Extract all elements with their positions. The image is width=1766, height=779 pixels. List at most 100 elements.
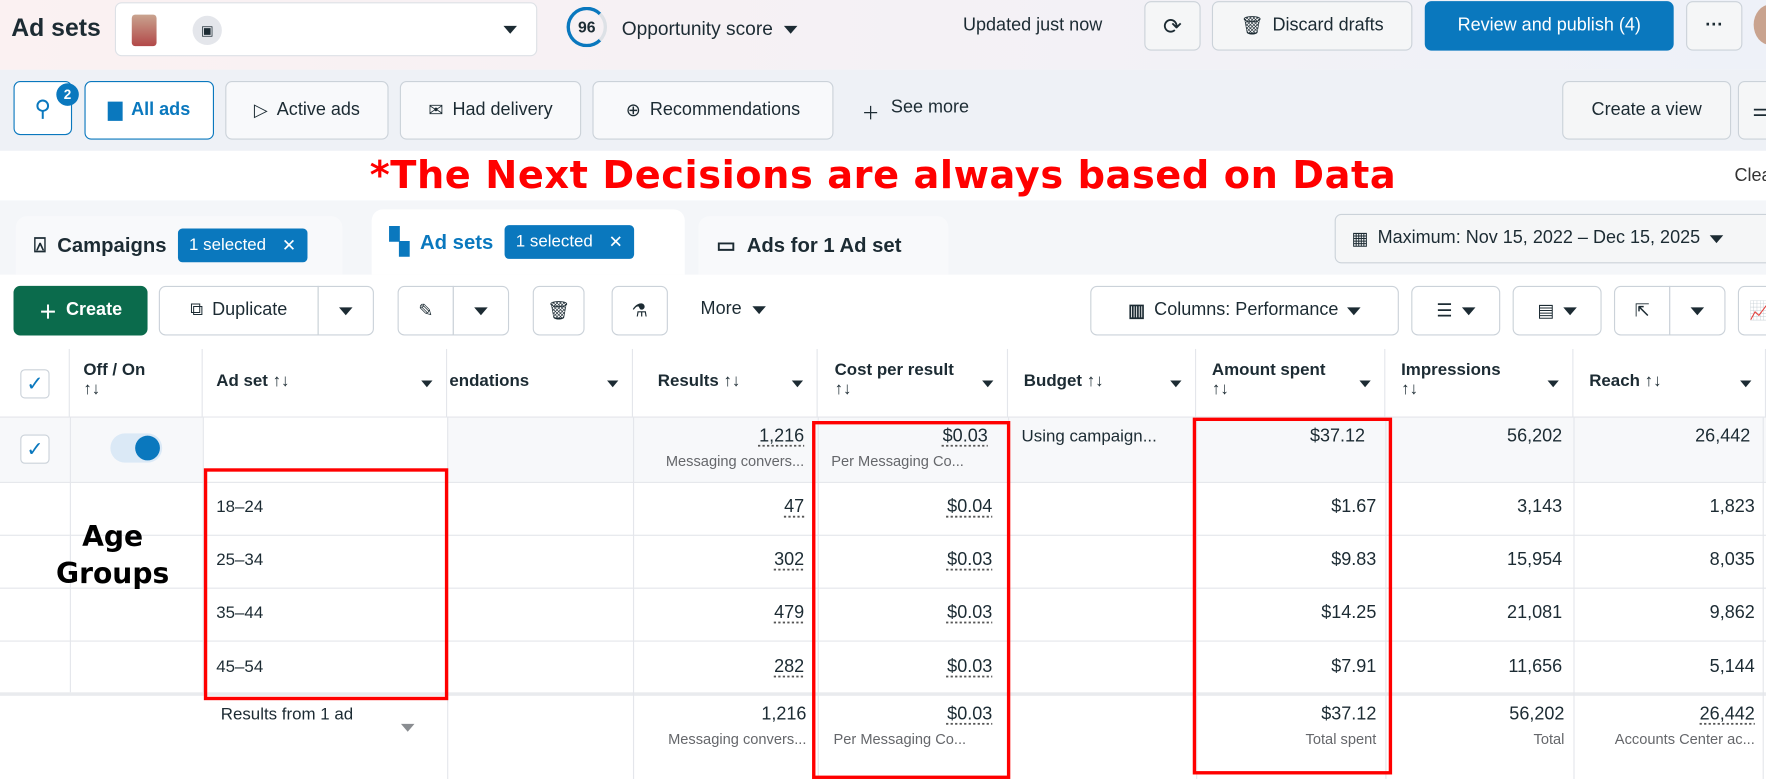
- reports-button[interactable]: ▤: [1512, 285, 1602, 336]
- duplicate-dropdown[interactable]: [317, 285, 374, 336]
- see-more-label: See more: [890, 97, 970, 118]
- filter-had-delivery[interactable]: ✉ Had delivery: [399, 81, 582, 140]
- banner-text: *The Next Decisions are always based on …: [369, 153, 1397, 199]
- cost-value[interactable]: $0.03: [947, 657, 993, 677]
- results-value[interactable]: 302: [774, 550, 805, 570]
- filter-recommendations[interactable]: ⊕ Recommendations: [592, 81, 834, 140]
- row-checkbox[interactable]: ✓: [20, 434, 50, 464]
- tab-campaigns[interactable]: ⍓ Campaigns 1 selected ✕: [15, 216, 343, 275]
- duplicate-button[interactable]: ⧉ Duplicate: [158, 285, 319, 336]
- create-view-button[interactable]: Create a view: [1562, 81, 1732, 140]
- sort-icon[interactable]: ↑↓: [723, 371, 741, 391]
- create-button[interactable]: ＋ Create: [13, 285, 148, 336]
- filter-settings-button[interactable]: ⚌: [1737, 81, 1766, 140]
- delete-button[interactable]: 🗑: [532, 285, 585, 336]
- chevron-down-icon[interactable]: [1740, 380, 1752, 388]
- col-results[interactable]: Results ↑↓: [633, 348, 818, 417]
- chevron-down-icon[interactable]: [607, 380, 619, 388]
- filter-all-ads[interactable]: ▇ All ads: [84, 81, 214, 140]
- chevron-down-icon[interactable]: [982, 380, 994, 388]
- opportunity-score-button[interactable]: Opportunity score: [622, 18, 798, 41]
- annotation-banner: *The Next Decisions are always based on …: [0, 150, 1766, 201]
- col-label: endations: [449, 371, 530, 391]
- filter-active-ads[interactable]: ▷ Active ads: [225, 81, 389, 140]
- cost-value[interactable]: $0.03: [942, 426, 988, 446]
- sort-icon[interactable]: ↑↓: [1401, 379, 1419, 399]
- select-all-checkbox[interactable]: ✓: [20, 369, 50, 399]
- edit-dropdown[interactable]: [452, 285, 510, 336]
- sort-icon[interactable]: ↑↓: [1086, 371, 1104, 391]
- top-bar: Ad sets ▣ 96 Opportunity score Updated j…: [0, 0, 1766, 70]
- review-publish-button[interactable]: Review and publish (4): [1424, 1, 1674, 51]
- columns-label: Columns: Performance: [1154, 300, 1339, 320]
- breakdown-button[interactable]: ☰: [1411, 285, 1501, 336]
- cost-value[interactable]: $0.03: [947, 704, 993, 724]
- tab-ads[interactable]: ▭ Ads for 1 Ad set: [698, 216, 949, 275]
- col-label: Amount spent: [1211, 360, 1326, 380]
- col-ad-set[interactable]: Ad set ↑↓: [203, 348, 448, 417]
- results-value[interactable]: 1,216: [759, 426, 805, 446]
- sort-icon[interactable]: ↑↓: [834, 379, 852, 399]
- send-icon: ▷: [253, 101, 268, 121]
- col-budget[interactable]: Budget ↑↓: [1008, 348, 1197, 417]
- clear-link[interactable]: Clea: [1734, 166, 1766, 186]
- reach-value[interactable]: 26,442: [1699, 704, 1755, 724]
- chevron-down-icon[interactable]: [791, 380, 804, 388]
- col-amount-spent[interactable]: Amount spent ↑↓: [1196, 348, 1386, 417]
- results-value[interactable]: 47: [784, 497, 805, 517]
- column-divider: [202, 416, 204, 693]
- footer-spent: $37.12 Total spent: [1196, 705, 1385, 748]
- chevron-down-icon[interactable]: [1359, 380, 1371, 388]
- selection-chip[interactable]: 1 selected ✕: [177, 228, 308, 263]
- tab-ad-sets[interactable]: ▚ Ad sets 1 selected ✕: [371, 209, 685, 275]
- export-dropdown[interactable]: [1669, 285, 1726, 336]
- arrow-up-circle-icon: ⊕: [625, 101, 641, 121]
- sort-icon[interactable]: ↑↓: [83, 379, 101, 399]
- col-reach[interactable]: Reach ↑↓: [1573, 348, 1766, 417]
- more-button[interactable]: More: [701, 299, 767, 319]
- discard-drafts-button[interactable]: 🗑 Discard drafts: [1211, 1, 1413, 51]
- see-more-button[interactable]: ＋ See more: [862, 98, 969, 125]
- adset-name[interactable]: 35–44: [216, 603, 264, 623]
- results-value[interactable]: 282: [774, 657, 805, 677]
- col-recommendations[interactable]: endations: [447, 348, 633, 417]
- refresh-button[interactable]: ⟳: [1144, 1, 1201, 51]
- sort-icon[interactable]: ↑↓: [272, 371, 290, 391]
- col-cost-per-result[interactable]: Cost per result ↑↓: [818, 348, 1009, 417]
- col-impressions[interactable]: Impressions ↑↓: [1385, 348, 1574, 417]
- chevron-down-icon[interactable]: [1547, 380, 1559, 388]
- cost-value[interactable]: $0.03: [947, 550, 993, 570]
- chevron-down-icon[interactable]: [400, 723, 415, 732]
- selection-chip[interactable]: 1 selected ✕: [504, 225, 635, 259]
- more-options-button[interactable]: ···: [1686, 1, 1743, 51]
- user-avatar[interactable]: [1753, 4, 1766, 46]
- results-value[interactable]: 479: [774, 603, 805, 623]
- page-icon: ▣: [192, 15, 222, 46]
- chip-label: 1 selected: [515, 231, 593, 252]
- spent-cell: $1.67: [1331, 497, 1377, 517]
- chevron-down-icon[interactable]: [421, 380, 433, 388]
- columns-button[interactable]: ▥ Columns: Performance: [1090, 285, 1399, 336]
- adset-name[interactable]: 25–34: [216, 550, 264, 570]
- adset-name[interactable]: 18–24: [216, 497, 264, 517]
- col-off-on[interactable]: Off / On ↑↓: [70, 348, 203, 417]
- cost-value[interactable]: $0.04: [947, 497, 993, 517]
- sort-icon[interactable]: ↑↓: [1644, 371, 1662, 391]
- chevron-down-icon[interactable]: [1170, 380, 1182, 388]
- close-icon[interactable]: ✕: [608, 233, 623, 253]
- column-divider: [1762, 416, 1764, 779]
- trash-icon: 🗑: [1240, 16, 1264, 37]
- close-icon[interactable]: ✕: [281, 236, 297, 256]
- edit-button[interactable]: ✎: [397, 285, 454, 336]
- ab-test-button[interactable]: ⚗: [611, 285, 668, 336]
- footer-impressions: 56,202 Total: [1385, 705, 1573, 748]
- export-button[interactable]: ⇱: [1613, 285, 1671, 336]
- col-label: Impressions: [1401, 360, 1501, 380]
- sort-icon[interactable]: ↑↓: [1211, 379, 1229, 399]
- cost-value[interactable]: $0.03: [947, 603, 993, 623]
- adset-name[interactable]: 45–54: [216, 657, 264, 677]
- account-selector[interactable]: ▣: [114, 2, 538, 57]
- on-off-toggle[interactable]: [110, 433, 163, 463]
- date-range-picker[interactable]: ▦ Maximum: Nov 15, 2022 – Dec 15, 2025: [1334, 213, 1766, 264]
- charts-button[interactable]: 📈: [1737, 285, 1766, 336]
